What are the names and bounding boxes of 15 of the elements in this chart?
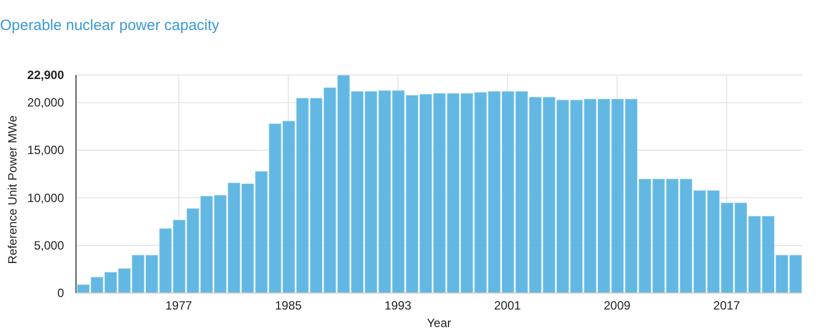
x-tick-label: 1993 bbox=[384, 298, 412, 313]
x-tick-label: 1985 bbox=[274, 298, 302, 313]
x-tick-label: 2017 bbox=[713, 298, 740, 313]
y-tick-label: 0 bbox=[57, 286, 64, 300]
y-tick-label: 22,900 bbox=[27, 68, 64, 82]
x-axis-title: Year bbox=[426, 316, 452, 330]
x-tick-label: 1977 bbox=[165, 298, 192, 313]
y-tick-label: 5,000 bbox=[34, 238, 64, 252]
x-tick-label: 2009 bbox=[604, 298, 631, 313]
y-tick-label: 15,000 bbox=[27, 143, 64, 158]
y-tick-label: 10,000 bbox=[27, 190, 64, 205]
y-tick-label: 20,000 bbox=[27, 96, 64, 110]
x-tick-label: 2001 bbox=[494, 298, 522, 313]
y-axis-title: Reference Unit Power MWe bbox=[5, 115, 20, 264]
chart-title: Operable nuclear power capacity bbox=[0, 16, 220, 36]
